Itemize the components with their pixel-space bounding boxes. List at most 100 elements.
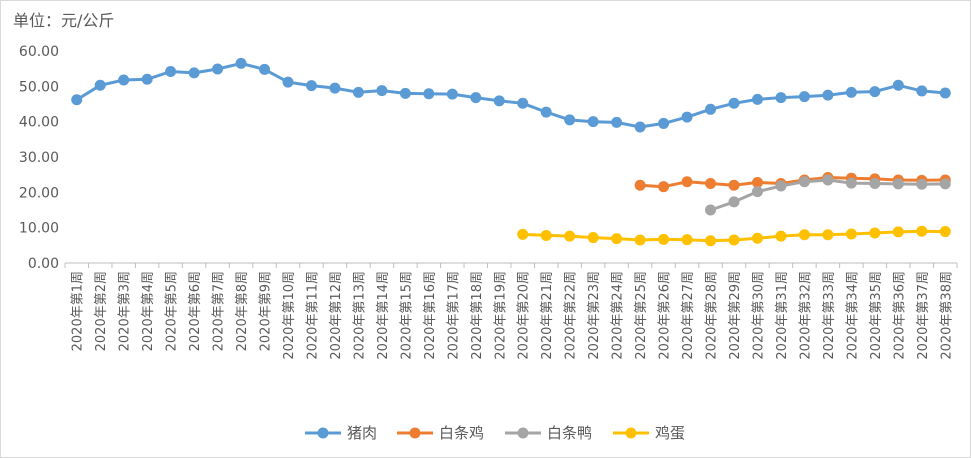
- legend-marker: [625, 427, 637, 439]
- x-tick-label: 2020年第35周: [869, 271, 884, 360]
- x-tick-label: 2020年第18周: [470, 271, 485, 360]
- x-tick-label: 2020年第17周: [446, 271, 461, 360]
- data-point: [71, 94, 83, 106]
- y-tick-label: 30.00: [19, 150, 59, 166]
- data-point: [681, 176, 693, 188]
- data-point: [329, 82, 341, 94]
- x-tick-label: 2020年第4周: [141, 271, 156, 351]
- data-point: [705, 178, 717, 189]
- data-point: [751, 232, 763, 244]
- x-tick-label: 2020年第15周: [399, 271, 414, 360]
- legend-label: 猪肉: [347, 424, 377, 442]
- x-tick-label: 2020年第7周: [212, 271, 227, 351]
- y-tick-label: 0.00: [28, 256, 59, 272]
- data-point: [728, 234, 740, 246]
- y-tick-label: 40.00: [19, 115, 59, 131]
- data-point: [751, 186, 763, 198]
- data-point: [517, 97, 529, 109]
- legend-marker: [517, 427, 529, 439]
- y-tick-label: 20.00: [19, 185, 59, 201]
- unit-label: 单位：元/公斤: [13, 11, 115, 30]
- x-tick-label: 2020年第31周: [775, 271, 790, 360]
- data-point: [939, 226, 951, 238]
- data-point: [634, 179, 646, 191]
- data-point: [916, 178, 928, 190]
- series-group: [705, 174, 951, 216]
- data-point: [728, 196, 740, 208]
- x-tick-label: 2020年第29周: [728, 271, 743, 360]
- x-tick-label: 2020年第33周: [822, 271, 837, 360]
- x-tick-label: 2020年第32周: [798, 271, 813, 360]
- data-point: [822, 229, 834, 241]
- data-point: [892, 79, 904, 91]
- y-tick-label: 50.00: [19, 79, 59, 95]
- data-point: [658, 117, 670, 129]
- data-point: [540, 106, 552, 118]
- data-point: [634, 234, 646, 246]
- data-point: [517, 228, 529, 240]
- x-tick-label: 2020年第6周: [188, 271, 203, 351]
- data-point: [376, 85, 388, 97]
- x-tick-label: 2020年第30周: [751, 271, 766, 360]
- x-tick-label: 2020年第9周: [259, 271, 274, 351]
- data-point: [282, 76, 294, 88]
- data-point: [446, 88, 458, 100]
- data-point: [188, 67, 200, 79]
- data-point: [634, 121, 646, 133]
- data-point: [751, 93, 763, 105]
- data-point: [822, 89, 834, 101]
- x-tick-label: 2020年第2周: [94, 271, 109, 351]
- y-tick-label: 60.00: [19, 44, 59, 60]
- data-point: [845, 86, 857, 98]
- data-point: [798, 176, 810, 188]
- x-tick-label: 2020年第11周: [305, 271, 320, 360]
- data-point: [728, 97, 740, 109]
- data-point: [705, 235, 717, 247]
- data-point: [305, 80, 317, 92]
- legend-marker: [409, 427, 421, 439]
- data-point: [681, 111, 693, 123]
- data-point: [540, 229, 552, 241]
- data-point: [141, 73, 153, 85]
- y-tick-label: 10.00: [19, 221, 59, 237]
- data-point: [705, 103, 717, 115]
- x-tick-label: 2020年第16周: [423, 271, 438, 360]
- data-point: [939, 178, 951, 190]
- data-point: [892, 178, 904, 190]
- x-tick-label: 2020年第21周: [540, 271, 555, 360]
- legend-marker: [317, 427, 329, 439]
- series-group: [71, 57, 951, 133]
- data-point: [165, 65, 177, 77]
- data-point: [916, 225, 928, 237]
- x-tick-label: 2020年第27周: [681, 271, 696, 360]
- data-point: [869, 178, 881, 189]
- x-tick-label: 2020年第20周: [517, 271, 532, 360]
- x-tick-label: 2020年第22周: [564, 271, 579, 360]
- data-point: [869, 86, 881, 98]
- x-tick-label: 2020年第14周: [376, 271, 391, 360]
- x-tick-label: 2020年第13周: [352, 271, 367, 360]
- x-tick-label: 2020年第3周: [118, 271, 133, 351]
- data-point: [352, 86, 364, 98]
- data-point: [423, 88, 435, 100]
- data-point: [259, 63, 271, 75]
- data-point: [399, 87, 411, 99]
- data-point: [587, 232, 599, 244]
- legend-label: 白条鸡: [439, 424, 484, 442]
- data-point: [869, 227, 881, 239]
- data-point: [658, 233, 670, 245]
- x-tick-label: 2020年第12周: [329, 271, 344, 360]
- data-point: [775, 230, 787, 242]
- data-point: [775, 92, 787, 104]
- data-point: [705, 204, 717, 216]
- x-tick-label: 2020年第36周: [892, 271, 907, 360]
- x-tick-label: 2020年第10周: [282, 271, 297, 360]
- data-point: [118, 74, 130, 86]
- data-point: [751, 176, 763, 188]
- data-point: [235, 57, 247, 69]
- data-point: [564, 114, 576, 126]
- data-point: [775, 180, 787, 192]
- data-point: [798, 229, 810, 241]
